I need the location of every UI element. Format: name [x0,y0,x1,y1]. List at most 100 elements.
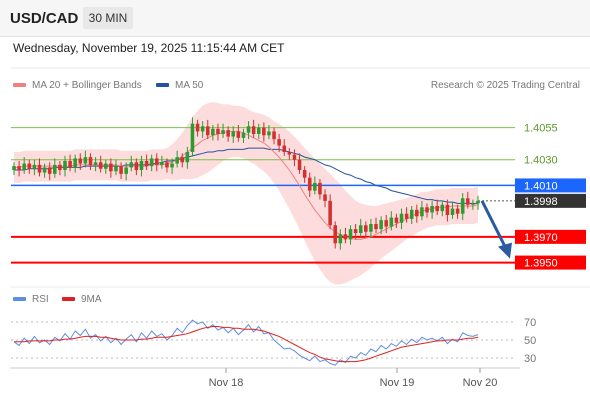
level-label-1.3970: 1.3970 [524,232,558,244]
symbol-title: USD/CAD [10,10,79,27]
candle-body [430,206,434,213]
ma50-line [14,147,478,204]
timeframe-button[interactable]: 30 MIN [83,7,133,29]
candle-body [144,161,149,167]
legend-ma9-label: 9MA [81,294,102,305]
legend-rsi-label: RSI [32,294,49,305]
candle-body [262,127,266,136]
candle-body [450,208,455,215]
candle-body [170,163,174,168]
candle-body [17,166,21,170]
candle-body [175,157,179,164]
x-tick-label: Nov 20 [463,377,498,389]
level-label-1.3950: 1.3950 [524,258,558,270]
candle-body [445,204,450,215]
candle-body [287,152,292,155]
legend-ma20-label: MA 20 + Bollinger Bands [32,80,142,91]
legend-ma20: MA 20 + Bollinger Bands [13,80,142,91]
candle-body [471,203,475,205]
level-tag-1.4010 [515,178,586,193]
rsi-tick-50: 50 [524,335,536,347]
current-price-tag [515,193,586,208]
candle-body [404,213,409,219]
candle-body [160,162,164,165]
x-tick-label: Nov 18 [209,377,244,389]
ma9-swatch [62,297,75,302]
rsi-line [13,319,479,366]
candle-body [323,194,327,201]
candle-body [455,208,460,214]
candle-body [37,164,42,173]
candle-body [103,163,108,169]
candle-body [409,209,414,219]
candle-body [180,157,185,163]
candle-body [124,167,128,174]
candle-body [200,126,205,132]
candle-body [374,224,378,230]
candle-body [149,158,154,167]
candle-body [364,225,368,232]
candle-body [277,139,281,146]
candle-body [251,126,256,134]
candle-body [460,198,465,214]
candle-body [425,207,429,213]
candle-body [195,123,200,132]
x-tick-label: Nov 19 [380,377,415,389]
rsi-ma9-line [14,326,479,363]
candle-body [415,209,419,217]
level-label-1.4030: 1.4030 [524,155,558,167]
candle-body [318,182,322,195]
candle-body [236,131,241,138]
candle-body [47,167,52,174]
legend-ma50-label: MA 50 [175,80,204,91]
candle-body [42,167,47,173]
candle-body [358,225,363,233]
ma20-swatch [13,83,26,88]
level-tag-1.3970 [515,229,586,244]
candle-body [88,157,93,165]
candle-body [328,200,332,226]
forecast-arrow-head [498,242,512,259]
candle-body [58,164,62,170]
legend-rsi: RSI [13,294,49,305]
candle-body [185,152,190,163]
candle-body [353,229,358,233]
candle-body [435,206,439,212]
legend-ma9: 9MA [62,294,102,305]
rsi-tick-30: 30 [524,353,536,365]
candle-body [12,166,16,170]
candle-body [292,154,297,160]
candle-body [119,166,123,174]
datetime-label: Wednesday, November 19, 2025 11:15:44 AM… [13,41,285,55]
candle-body [154,158,159,165]
candle-body [165,162,169,168]
candle-body [22,163,26,170]
candle-body [241,132,246,138]
candle-body [78,158,83,164]
candle-body [109,163,113,172]
candle-body [313,182,317,191]
bollinger-band [14,101,478,285]
credit-label: Research © 2025 Trading Central [430,80,580,91]
current-price-label: 1.3998 [524,196,558,208]
candle-body [338,234,343,244]
candle-body [307,177,312,191]
candle-body [216,128,220,134]
candle-body [190,123,195,152]
candle-body [93,162,98,165]
candle-body [333,225,338,244]
candle-body [302,170,307,178]
candle-body [348,229,353,240]
candle-body [68,161,72,168]
candle-body [246,126,251,133]
candle-body [369,224,373,232]
candle-body [343,234,348,240]
candle-body [476,200,480,204]
candle-body [73,158,77,168]
candle-body [399,213,404,223]
candle-body [420,207,424,217]
header-bar: USD/CAD 30 MIN [0,0,590,37]
candle-body [83,157,88,164]
